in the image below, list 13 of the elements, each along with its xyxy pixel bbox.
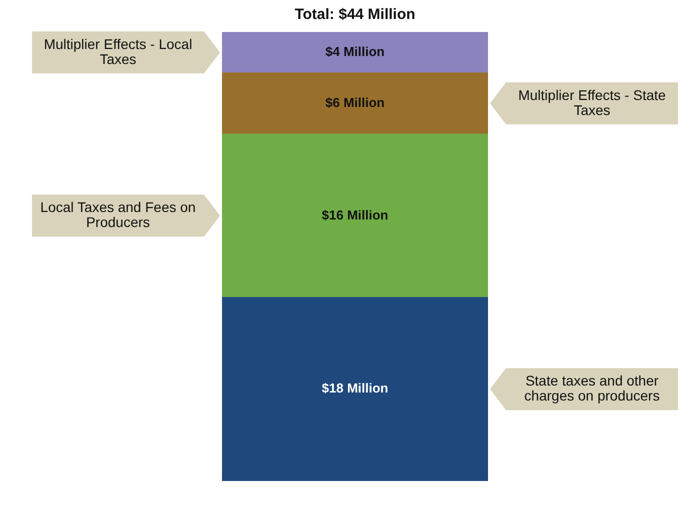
text: Multiplier Effects - Local Taxes bbox=[44, 36, 192, 67]
bar bbox=[222, 296, 488, 481]
text: State taxes and other charges on producers bbox=[524, 372, 660, 404]
data-label: $16 Million bbox=[322, 207, 388, 222]
text: Multiplier Effects - State Taxes bbox=[518, 86, 666, 118]
bar bbox=[222, 134, 488, 298]
data-label: $18 Million bbox=[322, 380, 388, 396]
chart-title: Total: $44 Million bbox=[294, 6, 416, 24]
data-label: $4 Million bbox=[325, 44, 385, 59]
data-label: $6 Million bbox=[325, 95, 385, 110]
series-label: Local Taxes and Fees on Producers bbox=[40, 199, 196, 230]
bar bbox=[222, 72, 488, 134]
bar bbox=[222, 32, 488, 74]
